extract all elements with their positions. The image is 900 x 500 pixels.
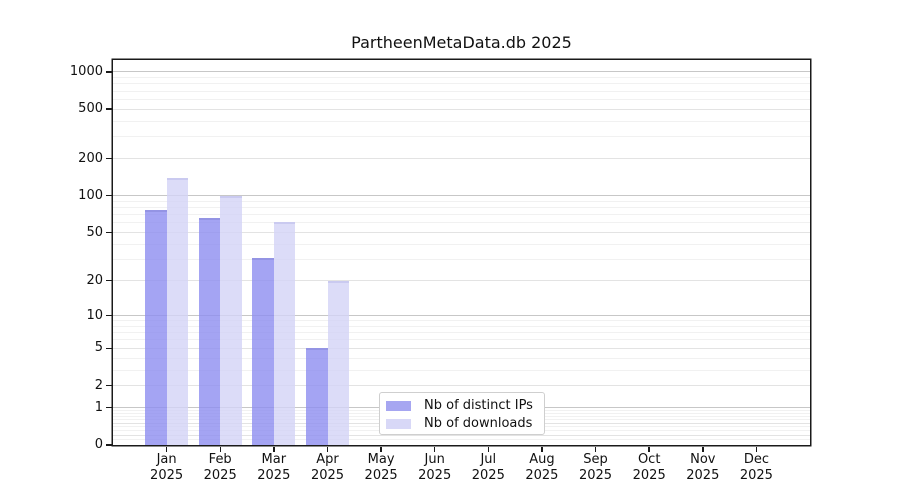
x-tick-label-oct: Oct 2025: [632, 452, 666, 483]
gridline: [113, 136, 810, 138]
x-tick-label-jun: Jun 2025: [418, 452, 452, 483]
y-axis-tick: [106, 384, 112, 387]
x-axis-tick: [326, 446, 329, 452]
legend-label-downloads: Nb of downloads: [424, 416, 533, 431]
gridline: [113, 339, 810, 341]
gridline: [113, 83, 810, 85]
y-tick-label: 200: [78, 150, 103, 166]
gridline: [113, 214, 810, 216]
gridline: [113, 315, 810, 316]
x-tick-label-mar: Mar 2025: [257, 452, 291, 483]
gridline: [113, 439, 810, 441]
y-axis-tick: [106, 406, 112, 409]
y-axis-tick: [106, 194, 112, 197]
bar-mar-series0: [252, 257, 274, 445]
x-tick-label-may: May 2025: [364, 452, 398, 483]
y-tick-label: 20: [86, 272, 103, 288]
bar-jan-series1: [166, 178, 189, 445]
gridline: [113, 222, 810, 224]
x-tick-label-feb: Feb 2025: [203, 452, 237, 483]
x-axis-tick: [755, 446, 758, 452]
bar-feb-series0: [198, 217, 221, 445]
bar-feb-series1: [220, 195, 242, 445]
gridline: [113, 120, 810, 122]
gridline: [113, 77, 810, 78]
x-tick-label-jul: Jul 2025: [471, 452, 505, 483]
gridline: [113, 332, 810, 334]
legend-swatch-downloads: [386, 418, 411, 429]
y-tick-label: 10: [86, 307, 103, 323]
gridline: [113, 71, 810, 73]
x-tick-label-aug: Aug 2025: [525, 452, 559, 483]
gridline: [113, 108, 810, 110]
gridline: [113, 325, 810, 327]
gridline: [113, 207, 810, 209]
y-axis-tick: [106, 157, 112, 160]
y-tick-label: 1000: [69, 63, 103, 79]
gridline: [113, 357, 810, 359]
gridline: [113, 243, 810, 245]
x-axis-tick: [648, 446, 650, 452]
y-tick-label: 0: [94, 437, 103, 452]
y-axis-tick: [106, 314, 112, 317]
gridline: [113, 195, 810, 197]
legend-entry-distinct-ips: Nb of distinct IPs: [386, 397, 544, 414]
x-tick-label-dec: Dec 2025: [739, 452, 773, 483]
x-axis-tick: [165, 446, 168, 452]
y-axis-tick: [106, 108, 112, 110]
y-axis-tick: [106, 444, 112, 446]
gridline: [113, 200, 810, 202]
y-axis-tick: [106, 347, 112, 349]
gridline: [113, 90, 810, 92]
x-tick-label-sep: Sep 2025: [578, 452, 613, 483]
plot-area: [113, 60, 810, 445]
x-tick-label-apr: Apr 2025: [310, 452, 345, 483]
x-axis-tick: [702, 446, 704, 452]
y-tick-label: 100: [78, 187, 103, 203]
y-tick-label: 1: [94, 399, 103, 415]
bar-apr-series0: [306, 348, 328, 445]
y-tick-label: 500: [78, 101, 103, 117]
x-axis-tick: [219, 446, 221, 452]
bar-mar-series1: [273, 222, 296, 445]
gridline: [113, 369, 810, 371]
y-axis-tick: [106, 279, 112, 282]
gridline: [113, 320, 810, 322]
x-axis-tick: [380, 446, 382, 452]
x-axis-tick: [273, 446, 275, 452]
gridline: [113, 259, 810, 260]
gridline: [113, 98, 810, 100]
x-tick-label-jan: Jan 2025: [150, 452, 184, 483]
x-tick-label-nov: Nov 2025: [686, 452, 720, 483]
y-axis-tick: [106, 231, 112, 234]
gridline: [113, 434, 810, 436]
y-tick-label: 5: [94, 340, 103, 356]
gridline: [113, 280, 810, 281]
chart-title: PartheenMetaData.db 2025: [351, 33, 572, 52]
y-tick-label: 2: [94, 377, 103, 393]
gridline: [113, 385, 810, 387]
x-axis-tick: [541, 446, 543, 452]
gridline: [113, 232, 810, 234]
x-axis-tick: [594, 446, 597, 452]
gridline: [113, 158, 810, 159]
x-axis-tick: [487, 446, 490, 452]
y-axis-tick: [106, 71, 112, 73]
x-axis-tick: [433, 446, 436, 452]
legend: Nb of distinct IPs Nb of downloads: [379, 392, 545, 435]
bar-jan-series0: [145, 209, 167, 445]
y-tick-label: 50: [86, 224, 103, 240]
legend-entry-downloads: Nb of downloads: [386, 415, 544, 432]
gridline: [113, 347, 810, 349]
bar-apr-series1: [327, 280, 349, 445]
legend-swatch-distinct-ips: [386, 400, 411, 411]
legend-label-distinct-ips: Nb of distinct IPs: [424, 398, 533, 413]
